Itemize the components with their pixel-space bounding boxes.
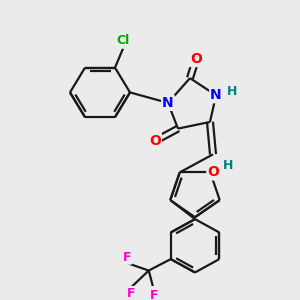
Text: F: F xyxy=(149,289,158,300)
Text: O: O xyxy=(207,165,219,179)
Text: H: H xyxy=(227,85,237,98)
Text: O: O xyxy=(149,134,161,148)
Text: Cl: Cl xyxy=(116,34,130,47)
Text: F: F xyxy=(122,251,131,264)
Text: N: N xyxy=(210,88,222,102)
Text: F: F xyxy=(127,287,135,300)
Text: H: H xyxy=(223,159,233,172)
Text: O: O xyxy=(190,52,202,66)
Text: N: N xyxy=(162,96,174,110)
